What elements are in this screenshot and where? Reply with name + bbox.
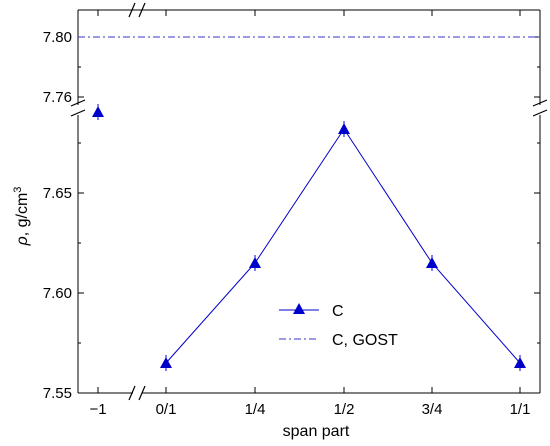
x-tick-label: 0/1 — [156, 401, 177, 418]
data-point-marker — [426, 257, 438, 268]
legend-gost-label: C, GOST — [332, 332, 398, 349]
legend: C C, GOST — [279, 303, 398, 349]
series-c-polyline — [165, 128, 521, 364]
y-axis-units: , g/cm — [14, 193, 31, 237]
y-axis-symbol: ρ — [14, 236, 31, 246]
data-point-marker — [160, 357, 172, 368]
y-break-mark — [532, 99, 548, 107]
y-tick-label: 7.76 — [43, 89, 72, 106]
legend-c-label: C — [332, 303, 344, 320]
y-axis-title: ρ, g/cm3 — [12, 187, 31, 247]
y-break-mark — [70, 109, 86, 117]
axis-breaks — [70, 2, 548, 401]
x-break-mark — [128, 385, 136, 401]
y-break-mark — [532, 109, 548, 117]
x-tick-label: 3/4 — [422, 401, 443, 418]
y-tick-label: 7.65 — [43, 185, 72, 202]
data-point-marker — [249, 257, 261, 268]
plot-frame — [77, 9, 541, 394]
y-tick-label: 7.80 — [43, 29, 72, 46]
data-point-marker — [514, 357, 526, 368]
y-tick-label: 7.55 — [43, 385, 72, 402]
data-point-marker — [338, 123, 350, 134]
x-tick-label: −1 — [89, 401, 106, 418]
x-tick-label: 1/2 — [334, 401, 355, 418]
x-break-mark — [138, 385, 146, 401]
y-axis-superscript: 3 — [12, 187, 24, 193]
legend-c-marker — [293, 303, 305, 314]
x-break-mark — [128, 2, 136, 18]
x-axis-title: span part — [283, 423, 350, 440]
y-break-mark — [70, 99, 86, 107]
series-c-line — [165, 128, 521, 364]
axis-ticks: 7.55 7.60 7.65 7.76 7.80 −1 0/1 1/4 1/2 3/4 1/1 — [43, 10, 540, 418]
y-tick-label: 7.60 — [43, 285, 72, 302]
x-tick-label: 1/4 — [245, 401, 266, 418]
series-c-markers — [92, 104, 526, 371]
x-tick-label: 1/1 — [510, 401, 531, 418]
x-break-mark — [138, 2, 146, 18]
data-point-marker — [92, 106, 104, 117]
